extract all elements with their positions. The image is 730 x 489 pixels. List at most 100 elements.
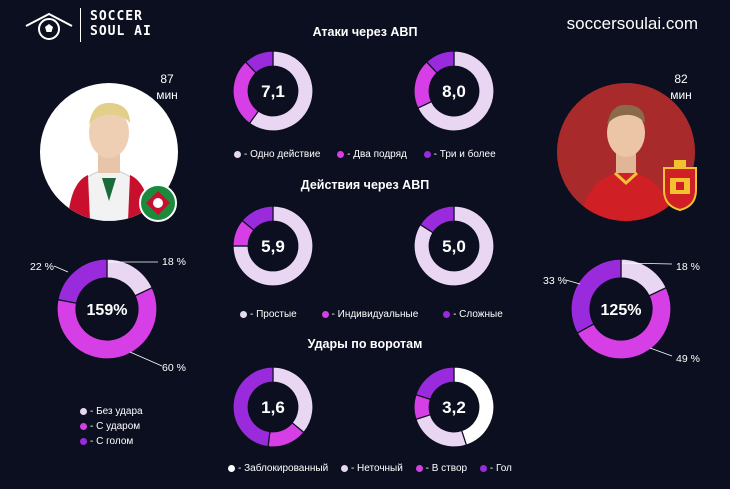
legend-label: - С голом [90, 436, 134, 448]
right-minutes-value: 82 [674, 72, 688, 86]
legend-dot-mid [321, 311, 329, 318]
shots-right-slice-3 [415, 366, 455, 401]
legend-item: - Гол [479, 463, 512, 474]
legend-label: - Заблокированный [238, 463, 329, 474]
shots-right-donut: 3,2 [413, 366, 495, 448]
actions-left-donut: 5,9 [232, 205, 314, 287]
efficiency-legend: - Без удара - С ударом - С голом [80, 404, 143, 449]
legend-item: - Одно действие [234, 149, 320, 160]
brand-logo [22, 8, 162, 44]
attacks-left-slice-0 [248, 50, 314, 132]
right-player-photo [557, 83, 695, 221]
legend-dot-dark [479, 465, 487, 472]
efficiency-left-donut: 159% [56, 258, 158, 360]
legend-label: - Индивидуальные [331, 309, 419, 320]
shots-left-center-label: 1,6 [261, 398, 285, 417]
legend-item: - Два подряд [337, 149, 407, 160]
brand-separator [80, 8, 81, 42]
brand-line-2: SOUL AI [90, 24, 152, 39]
legend-label: - С ударом [90, 421, 141, 433]
left-minutes-unit: мин [156, 88, 178, 102]
site-url[interactable]: soccersoulai.com [566, 14, 698, 33]
attacks-left-center-label: 7,1 [261, 82, 285, 101]
attacks-right-slice-2 [425, 50, 455, 74]
shots-left-slice-3 [232, 366, 274, 448]
legend-label: - Без удара [90, 406, 143, 417]
efficiency-left-label-0: 18 % [162, 256, 186, 268]
attacks-left-donut: 7,1 [232, 50, 314, 132]
legend-dot-light [234, 151, 241, 158]
left-club-crest-icon [139, 184, 177, 222]
right-team-crest-icon [663, 160, 697, 212]
legend-dot-white [228, 465, 235, 472]
shots-right-slice-0 [453, 366, 495, 446]
legend-label: - Одно действие [244, 149, 321, 160]
legend-label: - Гол [489, 463, 512, 474]
right-minutes-unit: мин [670, 88, 692, 102]
actions-legend: - Простые - Индивидуальные - Сложные [240, 309, 503, 320]
efficiency-left-slice-2 [57, 258, 108, 304]
legend-dot-light [340, 465, 348, 472]
legend-dot-dark [443, 311, 451, 318]
actions-right-slice-2 [419, 205, 455, 234]
efficiency-right-label-2: 33 % [543, 275, 567, 287]
efficiency-right-slice-1 [576, 286, 672, 360]
efficiency-left-label-2: 22 % [30, 261, 54, 273]
actions-left-center-label: 5,9 [261, 237, 285, 256]
legend-item: - С ударом [80, 419, 143, 434]
legend-label: - Простые [250, 309, 297, 320]
legend-item: - Простые [240, 309, 297, 320]
attacks-right-donut: 8,0 [413, 50, 495, 132]
brand-name: SOCCER SOUL AI [90, 9, 152, 39]
actions-right-slice-0 [413, 205, 495, 287]
legend-item: - Заблокированный [228, 463, 328, 474]
efficiency-right-label-1: 49 % [676, 353, 700, 365]
legend-dot-mid [80, 423, 87, 431]
brand-line-1: SOCCER [90, 9, 143, 24]
efficiency-right-center-label: 125% [601, 302, 642, 319]
legend-item: - Без удара [80, 404, 143, 419]
left-minutes-value: 87 [160, 72, 174, 86]
legend-dot-dark [80, 438, 87, 446]
legend-item: - Три и более [423, 149, 496, 160]
actions-left-slice-0 [232, 205, 314, 287]
attacks-right-center-label: 8,0 [442, 82, 466, 101]
actions-left-slice-2 [241, 205, 274, 232]
legend-label: - В створ [425, 463, 468, 474]
legend-item: - Сложные [443, 309, 503, 320]
right-player-minutes: 82 мин [661, 71, 701, 103]
legend-item: - С голом [80, 434, 143, 449]
left-player-minutes: 87 мин [147, 71, 187, 103]
shots-left-donut: 1,6 [232, 366, 314, 448]
legend-label: - Сложные [453, 309, 503, 320]
shots-title: Удары по воротам [307, 337, 423, 351]
efficiency-left-label-1: 60 % [162, 362, 186, 374]
actions-right-center-label: 5,0 [442, 237, 466, 256]
legend-dot-light [240, 311, 247, 318]
attacks-right-slice-0 [417, 50, 495, 132]
player-portrait-icon [557, 83, 695, 221]
attacks-title: Атаки через АВП [312, 25, 418, 39]
efficiency-right-label-0: 18 % [676, 261, 700, 273]
legend-item: - Индивидуальные [321, 309, 419, 320]
shots-right-slice-1 [415, 413, 468, 448]
attacks-left-slice-2 [244, 50, 274, 74]
legend-label: - Неточный [350, 463, 403, 474]
shots-legend: - Заблокированный - Неточный - В створ -… [228, 463, 512, 474]
legend-item: - Неточный [340, 463, 403, 474]
legend-label: - Три и более [433, 149, 496, 160]
shots-right-center-label: 3,2 [442, 398, 466, 417]
legend-dot-dark [423, 151, 431, 158]
legend-dot-mid [415, 465, 423, 472]
attacks-legend: - Одно действие - Два подряд - Три и бол… [234, 149, 496, 160]
efficiency-left-center-label: 159% [87, 302, 128, 319]
actions-right-donut: 5,0 [413, 205, 495, 287]
efficiency-left-slice-1 [56, 286, 158, 360]
legend-dot-light [80, 408, 87, 415]
actions-title: Действия через АВП [300, 178, 430, 192]
soccer-ball-icon [25, 12, 73, 40]
efficiency-right-donut: 125% [570, 258, 672, 360]
legend-label: - Два подряд [347, 149, 407, 160]
legend-item: - В створ [415, 463, 468, 474]
efficiency-right-slice-2 [570, 258, 622, 334]
